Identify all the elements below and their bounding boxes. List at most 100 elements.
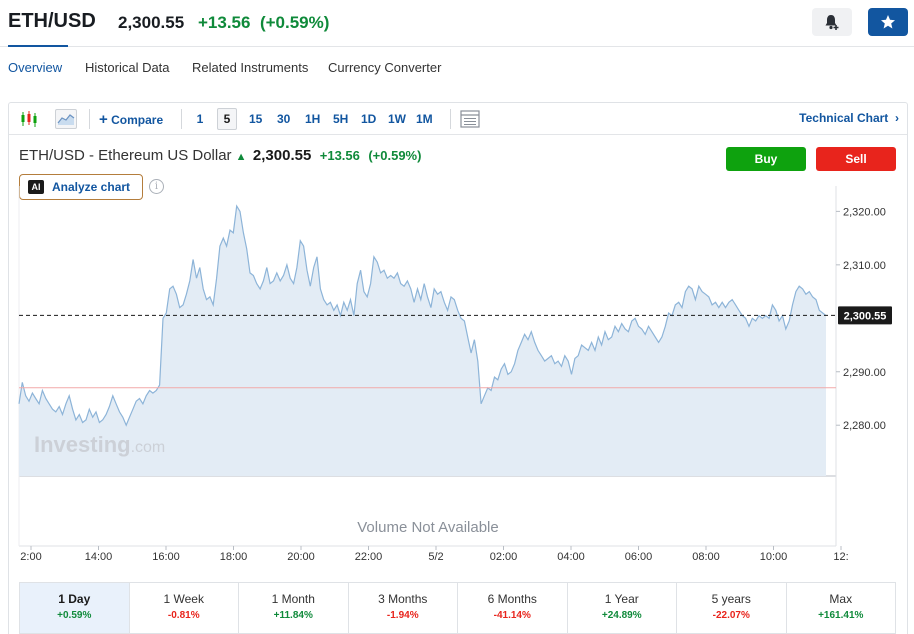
toolbar-divider [89, 109, 90, 129]
bell-plus-icon [825, 15, 839, 30]
period-change-value: -1.94% [386, 610, 419, 621]
technical-chart-link[interactable]: Technical Chart › [799, 111, 899, 125]
sell-button[interactable]: Sell [816, 147, 896, 171]
price-badge-bg [838, 306, 892, 325]
chart-panel: + Compare 1 5 15 30 1H 5H 1D 1W 1M Techn… [8, 102, 908, 634]
tab-historical-data[interactable]: Historical Data [85, 60, 170, 75]
interval-30-button[interactable]: 30 [277, 112, 291, 126]
x-tick-label: 12: [833, 551, 848, 563]
x-tick-label: 14:00 [85, 551, 113, 563]
x-tick-label: 18:00 [220, 551, 248, 563]
investing-watermark: Investing.com [34, 432, 165, 457]
tab-currency-converter[interactable]: Currency Converter [328, 60, 442, 75]
x-tick-label: 10:00 [760, 551, 788, 563]
interval-1-button[interactable]: 1 [196, 112, 204, 126]
period-label: 1 Month [271, 592, 315, 606]
interval-1d-button[interactable]: 1D [361, 112, 377, 126]
data-table-button[interactable] [460, 109, 480, 129]
period-label: 5 years [711, 592, 751, 606]
price-chart[interactable]: Investing.com Volume Not Available 2,320… [0, 0, 914, 582]
current-price-badge: 2,300.55 [838, 306, 892, 325]
period-label: 1 Day [58, 592, 91, 606]
area-chart-icon [57, 114, 75, 125]
tab-overview[interactable]: Overview [8, 60, 63, 75]
header-underline [8, 45, 68, 47]
y-tick-label: 2,320.00 [843, 206, 886, 218]
compare-label: Compare [111, 113, 164, 127]
add-alert-button[interactable] [812, 8, 852, 36]
period-3-months[interactable]: 3 Months -1.94% [349, 583, 458, 633]
period-change-value: -22.07% [712, 610, 750, 621]
period-5-years[interactable]: 5 years -22.07% [677, 583, 787, 633]
area-chart-button[interactable] [55, 109, 77, 129]
buy-button[interactable]: Buy [726, 147, 806, 171]
x-tick-label: 04:00 [557, 551, 585, 563]
x-axis: 2:00 14:00 16:00 18:00 20:00 22:00 5/2 02:00 04:… [20, 546, 849, 563]
price-badge-label: 2,300.55 [844, 310, 887, 322]
chart-instrument-name: ETH/USD - Ethereum US Dollar [19, 147, 232, 164]
period-1-week[interactable]: 1 Week -0.81% [130, 583, 239, 633]
interval-5h-button[interactable]: 5H [333, 112, 349, 126]
analyze-chart-button[interactable]: AI Analyze chart [19, 174, 143, 200]
chevron-right-icon: › [891, 111, 899, 125]
x-tick-label: 2:00 [20, 551, 41, 563]
interval-1m-button[interactable]: 1M [416, 112, 433, 126]
info-icon[interactable]: i [149, 179, 164, 194]
compare-button[interactable]: + Compare [99, 111, 163, 128]
chart-change: +13.56 [319, 148, 360, 163]
x-tick-label: 02:00 [490, 551, 518, 563]
instrument-price: 2,300.55 [118, 13, 185, 32]
x-tick-label: 22:00 [355, 551, 383, 563]
analyze-chart-label: Analyze chart [52, 180, 131, 194]
y-axis: 2,320.00 2,310.00 2,290.00 2,280.00 [836, 206, 886, 432]
watchlist-button[interactable] [868, 8, 908, 36]
period-label: Max [829, 592, 853, 606]
candlestick-icon [21, 111, 37, 127]
x-tick-label: 20:00 [287, 551, 315, 563]
instrument-change-pct: (+0.59%) [259, 13, 330, 32]
star-icon [881, 15, 895, 29]
plus-icon: + [99, 111, 108, 128]
period-1-month[interactable]: 1 Month +11.84% [239, 583, 349, 633]
chart-price: 2,300.55 [252, 147, 312, 164]
period-6-months[interactable]: 6 Months -41.14% [458, 583, 568, 633]
period-change-value: +0.59% [57, 610, 92, 621]
price-line [18, 204, 827, 427]
instrument-change-value: +13.56 [198, 13, 251, 32]
instrument-symbol: ETH/USD [8, 10, 96, 32]
technical-chart-label: Technical Chart [799, 111, 889, 125]
interval-1w-button[interactable]: 1W [388, 112, 406, 126]
x-tick-label: 5/2 [428, 551, 443, 563]
toolbar-divider [181, 109, 182, 129]
period-label: 6 Months [487, 592, 537, 606]
period-label: 3 Months [378, 592, 428, 606]
toolbar-divider [450, 109, 451, 129]
period-change-value: -0.81% [167, 610, 200, 621]
period-1-day[interactable]: 1 Day +0.59% [20, 583, 130, 633]
table-icon [460, 110, 480, 128]
period-performance-row: 1 Day +0.59% 1 Week -0.81% 1 Month +11.84% 3 M… [19, 582, 896, 634]
chart-change-pct: (+0.59%) [368, 148, 422, 163]
period-max[interactable]: Max +161.41% [787, 583, 896, 633]
ai-icon: AI [28, 180, 44, 194]
interval-15-button[interactable]: 15 [249, 112, 263, 126]
chart-toolbar: + Compare 1 5 15 30 1H 5H 1D 1W 1M Techn… [9, 103, 907, 135]
interval-5-button[interactable]: 5 [217, 108, 237, 130]
x-tick-label: 08:00 [692, 551, 720, 563]
tab-related-instruments[interactable]: Related Instruments [192, 60, 309, 75]
period-change-value: +24.89% [601, 610, 642, 621]
price-area-fill [19, 206, 826, 476]
up-arrow-icon: ▲ [235, 151, 247, 163]
y-tick-label: 2,280.00 [843, 420, 886, 432]
x-tick-label: 16:00 [152, 551, 180, 563]
instrument-change: +13.56 (+0.59%) [198, 13, 329, 33]
volume-not-available-label: Volume Not Available [357, 519, 498, 536]
interval-1h-button[interactable]: 1H [305, 112, 321, 126]
x-tick-label: 06:00 [625, 551, 653, 563]
candlestick-chart-button[interactable] [19, 109, 39, 129]
header-divider [0, 46, 914, 47]
period-1-year[interactable]: 1 Year +24.89% [568, 583, 677, 633]
instrument-header: ETH/USD 2,300.55 +13.56 (+0.59%) [0, 0, 914, 46]
y-tick-label: 2,310.00 [843, 260, 886, 272]
period-label: 1 Week [163, 592, 204, 606]
